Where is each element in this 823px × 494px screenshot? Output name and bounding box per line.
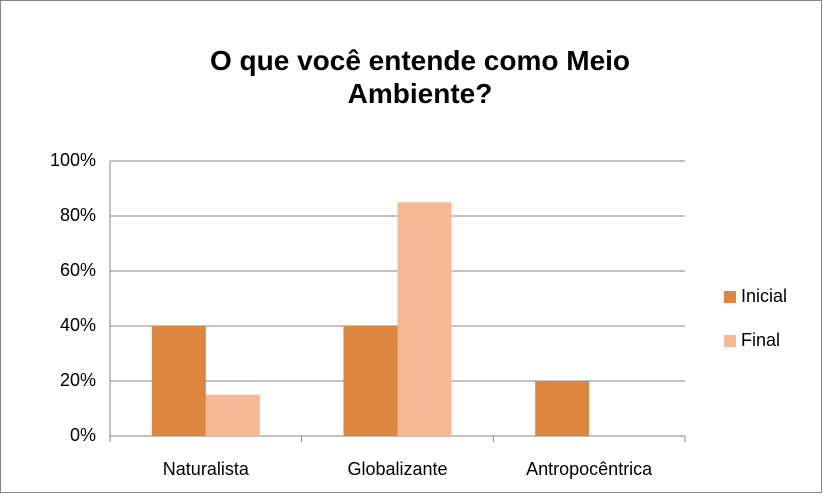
- y-tick-label: 0%: [70, 425, 96, 445]
- y-tick-label: 80%: [60, 205, 96, 225]
- bar: [151, 326, 206, 436]
- chart-title: O que você entende como Meio Ambiente?: [209, 45, 631, 109]
- bar: [397, 202, 452, 436]
- bar: [205, 394, 260, 436]
- legend-label: Inicial: [741, 286, 787, 306]
- bar: [535, 381, 590, 436]
- y-tick-label: 20%: [60, 370, 96, 390]
- bar: [343, 326, 398, 436]
- x-tick-label: Globalizante: [347, 459, 447, 479]
- y-tick-label: 60%: [60, 260, 96, 280]
- x-tick-label: Antropocêntrica: [526, 459, 653, 479]
- legend-swatch: [724, 335, 736, 347]
- legend-swatch: [724, 291, 736, 303]
- legend-label: Final: [741, 330, 780, 350]
- y-tick-label: 40%: [60, 315, 96, 335]
- x-tick-label: Naturalista: [163, 459, 250, 479]
- y-tick-label: 100%: [50, 150, 96, 170]
